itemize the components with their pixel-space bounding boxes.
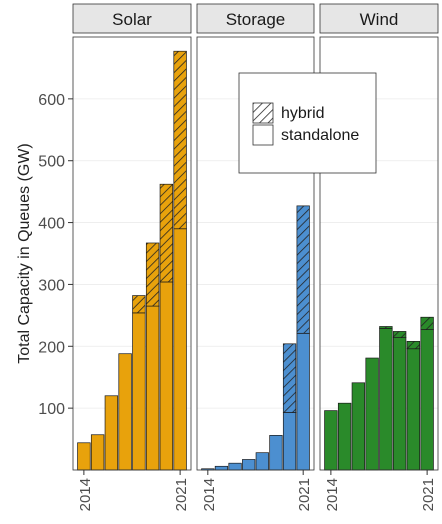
bar-solar-2019-standalone <box>145 305 160 471</box>
facet-label-storage: Storage <box>226 10 286 29</box>
x-tick-label-solar-2014: 2014 <box>77 478 94 511</box>
bar-solar-2014-standalone <box>77 442 91 471</box>
facet-label-solar: Solar <box>112 10 152 29</box>
panel-border-storage <box>196 36 315 471</box>
bar-solar-2018-standalone <box>132 312 146 471</box>
panel-border-wind <box>319 36 439 471</box>
bar-storage-2021-standalone <box>296 332 310 471</box>
facet-strip-solar <box>72 3 192 34</box>
bar-storage-2020-hybrid <box>282 343 297 413</box>
bar-wind-2018-standalone <box>379 327 393 471</box>
bar-solar-2019-hybrid <box>145 242 160 307</box>
bar-wind-2019-standalone <box>392 337 407 471</box>
panel-background-solar <box>73 37 191 470</box>
bar-wind-2021-hybrid <box>420 316 434 330</box>
bar-wind-2019-hybrid <box>392 331 407 338</box>
x-tick-label-storage-2021: 2021 <box>296 478 313 511</box>
bar-solar-2021-standalone <box>173 228 187 471</box>
bar-wind-2018-hybrid <box>379 326 393 329</box>
bar-wind-2017-standalone <box>365 357 379 471</box>
y-tick-label-300: 300 <box>38 277 65 294</box>
x-tick-label-wind-2014: 2014 <box>324 478 341 511</box>
bar-solar-2021-hybrid <box>173 50 187 230</box>
bar-wind-2020-standalone <box>406 348 421 471</box>
x-tick-label-solar-2021: 2021 <box>173 478 190 511</box>
y-tick-label-600: 600 <box>38 92 65 109</box>
facet-strip-wind <box>319 3 439 34</box>
legend-label-standalone: standalone <box>281 127 359 144</box>
bar-storage-2017-standalone <box>242 459 256 471</box>
x-tick-label-storage-2014: 2014 <box>201 478 218 511</box>
bar-storage-2020-standalone <box>282 412 297 471</box>
y-tick-label-100: 100 <box>38 401 65 418</box>
panel-solar: Solar 2014 2021 <box>72 3 192 511</box>
legend-label-hybrid: hybrid <box>281 105 325 122</box>
bar-solar-2020-hybrid <box>159 183 174 283</box>
bar-storage-2016-standalone <box>228 462 242 471</box>
bar-storage-2015-standalone <box>214 465 229 471</box>
legend-key-hybrid <box>252 102 274 124</box>
bar-solar-2016-standalone <box>104 395 119 471</box>
bar-wind-2020-hybrid <box>406 340 421 350</box>
bar-storage-2018-standalone <box>255 452 269 471</box>
bar-storage-2021-hybrid <box>296 205 310 334</box>
bar-solar-2020-standalone <box>159 281 174 471</box>
bar-solar-2018-hybrid <box>132 295 146 314</box>
y-axis-label: Total Capacity in Queues (GW) <box>16 143 33 364</box>
bar-storage-2019-standalone <box>269 435 283 471</box>
x-tick-label-wind-2021: 2021 <box>420 478 437 511</box>
bar-wind-2015-standalone <box>337 402 352 471</box>
panel-border-solar <box>72 36 192 471</box>
y-tick-label-200: 200 <box>38 339 65 356</box>
legend-key-standalone <box>252 124 274 146</box>
facet-label-wind: Wind <box>360 10 399 29</box>
facet-strip-storage <box>196 3 315 34</box>
bar-wind-2021-standalone <box>420 329 434 471</box>
bar-solar-2017-standalone <box>118 353 132 471</box>
bar-solar-2015-standalone <box>90 434 105 471</box>
bar-wind-2016-standalone <box>351 382 366 471</box>
y-tick-label-500: 500 <box>38 154 65 171</box>
bar-wind-2014-standalone <box>324 410 338 471</box>
y-tick-label-400: 400 <box>38 216 65 233</box>
